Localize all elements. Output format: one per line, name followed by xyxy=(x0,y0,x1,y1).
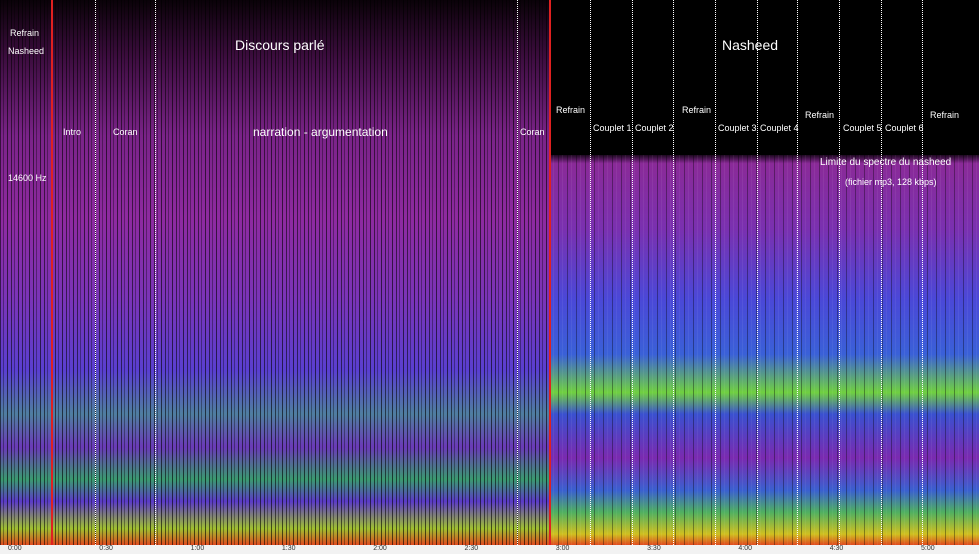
segment-label: Coran xyxy=(113,127,138,137)
section-divider xyxy=(549,0,551,545)
time-tick-label: 0:00 xyxy=(8,545,22,552)
segment-divider xyxy=(517,0,518,545)
segment-divider xyxy=(839,0,840,545)
section-divider xyxy=(51,0,53,545)
segment-label: Couplet 4 xyxy=(760,123,799,133)
segment-divider xyxy=(797,0,798,545)
segment-divider xyxy=(757,0,758,545)
segment-divider xyxy=(881,0,882,545)
segment-label: Refrain xyxy=(930,110,960,120)
segment-label: Couplet 3 xyxy=(718,123,757,133)
frequency-label: 14600 Hz xyxy=(8,173,47,183)
segment-divider xyxy=(922,0,923,545)
segment-label: narration - argumentation xyxy=(253,125,388,139)
spectrogram-nasheed xyxy=(549,0,979,545)
time-tick-label: 4:30 xyxy=(829,545,844,552)
time-tick-label: 2:00 xyxy=(373,545,387,552)
segment-divider xyxy=(715,0,716,545)
time-axis xyxy=(0,545,979,554)
segment-divider xyxy=(673,0,674,545)
segment-label: Intro xyxy=(63,127,82,137)
segment-divider xyxy=(632,0,633,545)
segment-label: Refrain xyxy=(805,110,835,120)
corner-label: Nasheed xyxy=(8,46,45,56)
segment-label: Coran xyxy=(520,127,545,137)
section-title: Discours parlé xyxy=(235,37,325,53)
segment-label: Refrain xyxy=(556,105,586,115)
time-tick-label: 3:00 xyxy=(555,545,570,552)
time-tick-label: 3:30 xyxy=(647,545,661,552)
segment-label: Couplet 1 xyxy=(593,123,632,133)
time-tick-label: 2:30 xyxy=(464,545,479,552)
corner-label: Refrain xyxy=(10,28,40,38)
time-tick-label: 1:30 xyxy=(281,545,296,552)
time-tick-label: 0:30 xyxy=(99,545,113,552)
segment-label: Refrain xyxy=(682,105,712,115)
time-tick-label: 5:00 xyxy=(921,545,935,552)
spectrogram-speech xyxy=(0,0,549,545)
spectrum-note: Limite du spectre du nasheed xyxy=(820,157,952,168)
segment-divider xyxy=(155,0,156,545)
time-tick-label: 4:00 xyxy=(738,545,753,552)
segment-label: Couplet 6 xyxy=(885,123,924,133)
spectrum-note: (fichier mp3, 128 kbps) xyxy=(845,177,937,187)
segment-divider xyxy=(95,0,96,545)
section-title: Nasheed xyxy=(722,37,779,53)
segment-divider xyxy=(590,0,591,545)
segment-label: Couplet 2 xyxy=(635,123,674,133)
segment-label: Couplet 5 xyxy=(843,123,882,133)
time-tick-label: 1:00 xyxy=(190,545,205,552)
